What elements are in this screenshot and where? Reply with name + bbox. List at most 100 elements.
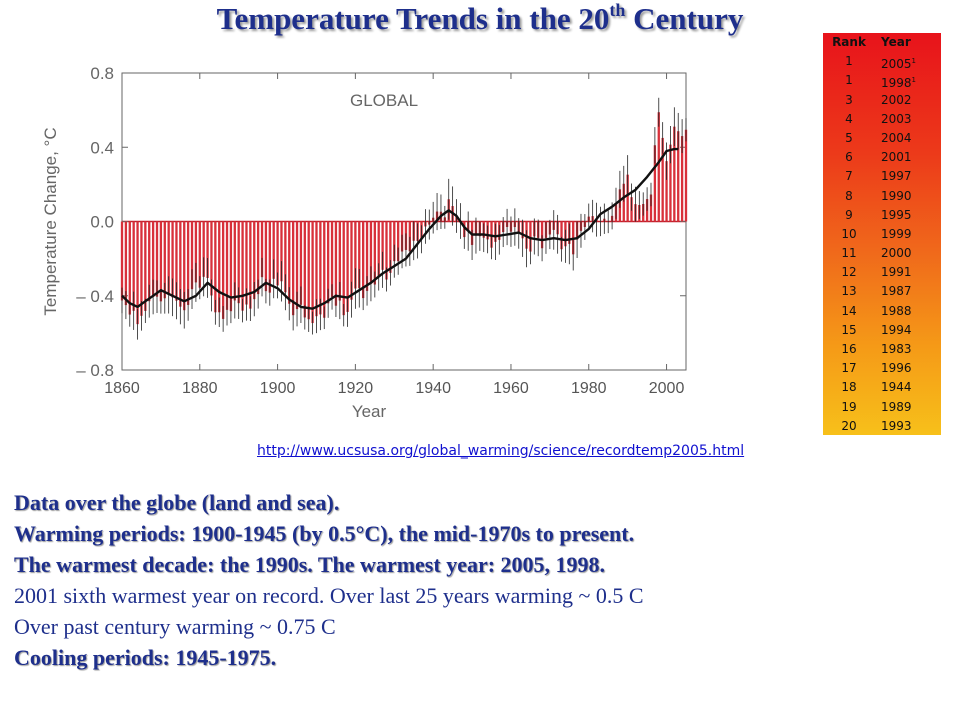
year-bar (214, 221, 217, 313)
year-value: 1944 (881, 380, 912, 395)
year-bar (397, 221, 400, 262)
rank-table-body: 1 20051 1 19981 3 2002 4 2003 5 2004 6 2001 7 1997 8 19… (823, 52, 941, 436)
year-value: 19981 (881, 76, 917, 91)
year-bar (661, 137, 664, 222)
year-bar (175, 221, 178, 301)
year-bar (653, 145, 657, 222)
x-tick-label: 1920 (338, 380, 374, 397)
note-line: Data over the globe (land and sea). (14, 490, 340, 515)
rank-row: 15 1994 (823, 321, 941, 340)
x-tick-label: 1880 (182, 380, 218, 397)
year-bar (249, 221, 252, 309)
year-bar (342, 221, 345, 316)
smoothed-curve (121, 147, 679, 310)
rank-value: 13 (841, 284, 857, 299)
year-value: 1987 (881, 284, 912, 299)
x-tick-label: 2000 (649, 380, 685, 397)
x-tick-label: 1860 (104, 380, 140, 397)
y-tick-label: – 0.8 (76, 361, 114, 380)
y-axis-title: Temperature Change, °C (41, 127, 60, 315)
year-bar (260, 221, 264, 278)
rank-value: 17 (841, 361, 857, 376)
year-value: 1994 (881, 322, 912, 337)
panel-label: GLOBAL (350, 91, 418, 110)
rank-value: 5 (845, 130, 853, 145)
rank-row: 4 2003 (823, 110, 941, 129)
year-bar (167, 221, 170, 295)
source-link[interactable]: http://www.ucsusa.org/global_warming/sci… (257, 443, 745, 459)
rank-table-header: Rank Year (823, 33, 941, 52)
year-bar (284, 221, 287, 293)
year-bar (272, 221, 275, 279)
rank-row: 5 2004 (823, 129, 941, 148)
rank-value: 12 (841, 265, 857, 280)
rank-value: 7 (845, 169, 853, 184)
rank-value: 15 (841, 322, 857, 337)
year-bar (237, 221, 240, 304)
year-bar (393, 221, 396, 262)
year-bar (295, 221, 299, 310)
year-value: 2004 (881, 130, 912, 145)
year-bar (381, 221, 384, 270)
rank-value: 19 (841, 399, 857, 414)
note-line: The warmest decade: the 1990s. The warme… (14, 552, 606, 577)
year-bar (354, 221, 357, 289)
year-bar (229, 221, 233, 312)
year-bar (291, 221, 295, 316)
title-end: Century (625, 1, 744, 36)
year-bar (303, 221, 306, 318)
year-bar (649, 194, 653, 222)
year-bar (218, 221, 221, 313)
year-bar (140, 221, 143, 316)
year-bar (365, 221, 369, 291)
year-bar (389, 221, 392, 273)
year-bar (148, 221, 151, 302)
year-bar (673, 126, 676, 222)
year-value: 2002 (881, 92, 912, 107)
rank-value: 3 (845, 92, 853, 107)
y-tick-label: 0.0 (90, 213, 114, 232)
rank-row: 11 2000 (823, 244, 941, 263)
rank-row: 1 19981 (823, 71, 941, 90)
year-bar (626, 174, 629, 222)
year-bar (307, 221, 310, 320)
year-bar (669, 144, 672, 222)
rank-value: 11 (841, 246, 857, 261)
year-bar (151, 221, 155, 297)
rank-value: 8 (845, 188, 853, 203)
year-bar (677, 131, 680, 222)
year-value: 2003 (881, 111, 912, 126)
rank-row: 17 1996 (823, 359, 941, 378)
year-value: 1989 (881, 399, 912, 414)
x-tick-label: 1960 (493, 380, 529, 397)
rank-value: 20 (841, 418, 857, 433)
year-bar (665, 161, 668, 222)
rank-value: 4 (845, 111, 853, 126)
note-line: Over past century warming ~ 0.75 C (14, 614, 336, 639)
year-bar (334, 221, 338, 306)
year-bar (124, 221, 128, 306)
year-bar (529, 221, 532, 252)
year-bar (198, 221, 201, 288)
year-bar (315, 221, 318, 317)
year-bar (120, 221, 124, 301)
chart-bars (120, 97, 688, 340)
year-bar (299, 221, 303, 305)
y-tick-label: 0.4 (90, 138, 114, 157)
year-bar (179, 221, 182, 307)
chart-smooth-line (121, 147, 679, 310)
year-bar (194, 221, 198, 283)
year-bar (338, 221, 341, 301)
year-bar (311, 221, 314, 324)
year-bar (202, 221, 205, 277)
rank-row: 1 20051 (823, 52, 941, 71)
rank-row: 16 1983 (823, 340, 941, 359)
year-bar (330, 221, 334, 297)
x-tick-label: 1940 (415, 380, 451, 397)
rank-value: 10 (841, 226, 857, 241)
rank-value: 16 (841, 342, 857, 356)
rank-row: 20 1993 (823, 417, 941, 436)
year-bar (144, 221, 147, 311)
year-bar (190, 221, 194, 290)
